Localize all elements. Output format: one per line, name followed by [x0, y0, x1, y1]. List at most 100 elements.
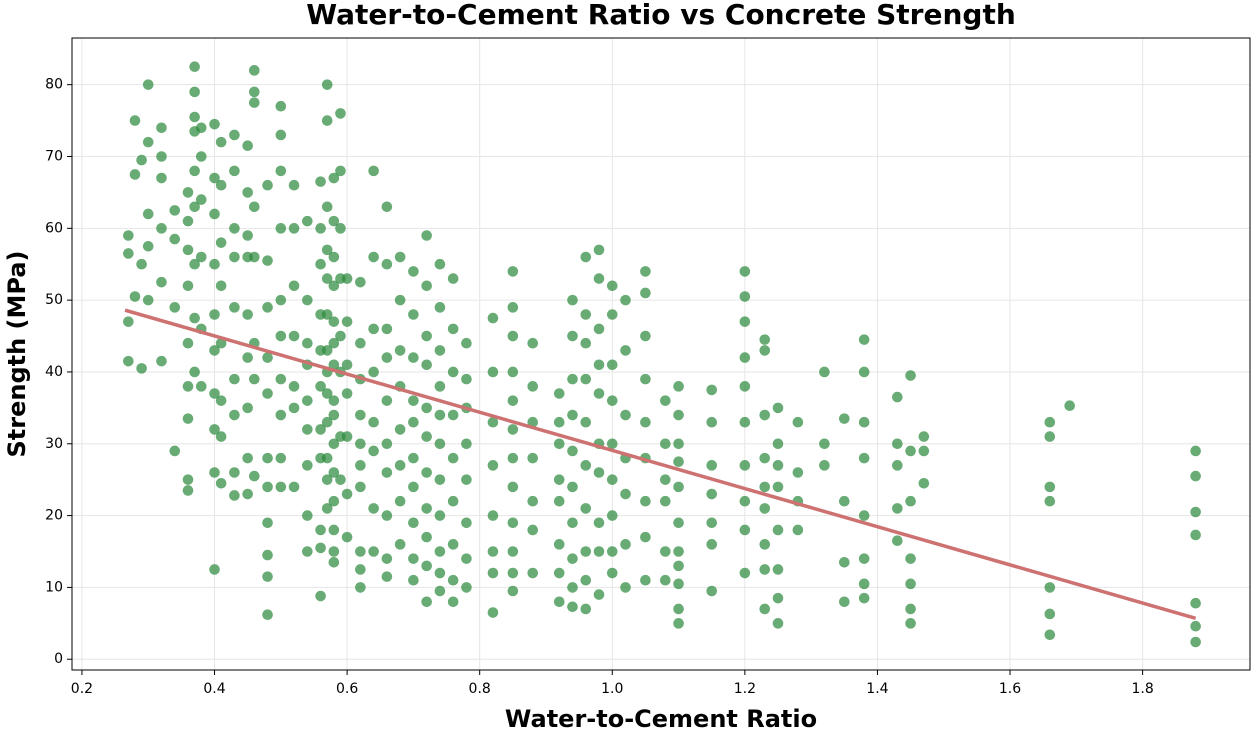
point — [905, 445, 916, 457]
point — [408, 517, 419, 529]
point — [262, 549, 273, 561]
point — [447, 273, 459, 284]
point — [275, 481, 287, 493]
point — [368, 251, 379, 263]
point — [302, 460, 313, 471]
point — [215, 179, 227, 191]
point — [242, 402, 253, 414]
point — [123, 355, 134, 367]
point — [567, 553, 578, 564]
point — [229, 165, 240, 177]
point — [593, 388, 605, 399]
point — [288, 179, 300, 191]
point — [394, 294, 406, 306]
point — [123, 316, 134, 327]
point — [1190, 470, 1201, 482]
point — [335, 330, 346, 342]
point — [580, 337, 592, 349]
point — [487, 366, 499, 378]
point — [507, 266, 519, 277]
point — [507, 302, 519, 313]
point — [381, 201, 393, 213]
point — [660, 438, 671, 450]
point — [321, 79, 333, 90]
point — [1190, 636, 1201, 648]
point — [328, 438, 340, 450]
point — [123, 230, 134, 241]
point — [640, 287, 651, 299]
y-tick-label: 50 — [45, 292, 63, 308]
point — [288, 223, 300, 234]
point — [169, 205, 181, 216]
point — [606, 567, 618, 579]
point — [321, 345, 333, 356]
point — [229, 409, 240, 421]
point — [434, 567, 446, 579]
point — [195, 122, 207, 134]
point — [242, 140, 253, 152]
point — [1064, 400, 1075, 412]
point — [321, 452, 333, 464]
point — [421, 330, 432, 342]
point — [567, 330, 578, 342]
point — [321, 201, 333, 213]
point — [355, 481, 366, 493]
point — [640, 373, 651, 385]
point — [381, 352, 393, 363]
point — [792, 416, 804, 428]
point — [507, 452, 519, 464]
point — [593, 359, 605, 371]
point — [321, 388, 333, 399]
point — [580, 416, 592, 428]
point — [606, 395, 618, 406]
point — [772, 564, 784, 575]
point — [182, 337, 194, 349]
point — [606, 280, 618, 292]
point — [275, 165, 287, 177]
x-tick-label: 1.2 — [734, 681, 756, 697]
point — [759, 452, 771, 464]
point — [606, 309, 618, 320]
point — [189, 61, 200, 73]
point — [434, 546, 446, 557]
point — [527, 337, 539, 349]
point — [328, 359, 340, 371]
y-tick-label: 40 — [45, 364, 63, 380]
point — [355, 546, 366, 557]
point — [328, 215, 340, 227]
point — [182, 474, 194, 485]
point — [182, 244, 194, 256]
point — [341, 531, 353, 543]
point — [321, 115, 333, 126]
point — [355, 582, 366, 593]
point — [209, 564, 220, 575]
point — [394, 495, 406, 507]
point — [1190, 529, 1201, 541]
point — [620, 409, 631, 421]
point — [229, 490, 240, 501]
point — [275, 373, 287, 385]
y-tick-label: 0 — [54, 651, 63, 667]
point — [640, 531, 651, 543]
point — [229, 223, 240, 234]
point — [553, 596, 565, 608]
point — [215, 477, 227, 489]
x-tick-label: 1.4 — [866, 681, 888, 697]
point — [434, 438, 446, 450]
y-tick-label: 80 — [45, 77, 63, 93]
point — [527, 381, 539, 392]
point — [341, 316, 353, 327]
point — [434, 409, 446, 421]
point — [640, 330, 651, 342]
point — [328, 495, 340, 507]
point — [328, 337, 340, 349]
point — [739, 316, 751, 327]
point — [580, 574, 592, 586]
point — [381, 467, 393, 478]
point — [215, 337, 227, 349]
point — [215, 280, 227, 292]
point — [189, 312, 200, 324]
point — [328, 172, 340, 184]
point — [918, 431, 930, 442]
